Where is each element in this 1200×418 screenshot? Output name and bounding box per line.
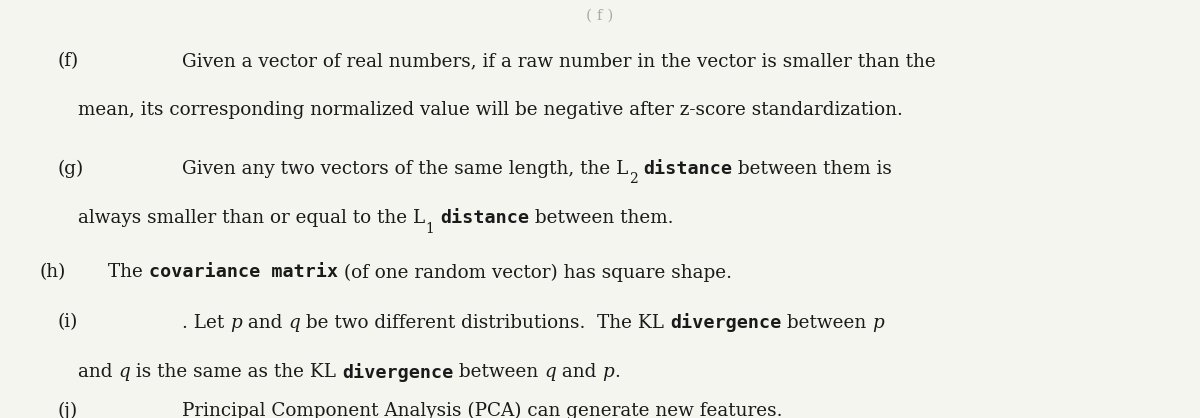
Text: . Let: . Let — [182, 314, 230, 331]
Text: ( f ): ( f ) — [587, 8, 613, 22]
Text: Given a vector of real numbers, if a raw number in the vector is smaller than th: Given a vector of real numbers, if a raw… — [182, 52, 936, 70]
Text: 2: 2 — [629, 172, 637, 186]
Text: divergence: divergence — [342, 363, 454, 382]
Text: Principal Component Analysis (PCA) can generate new features.: Principal Component Analysis (PCA) can g… — [182, 402, 782, 418]
Text: between: between — [781, 314, 872, 331]
Text: q: q — [288, 314, 300, 331]
Text: p: p — [230, 314, 242, 331]
Text: (h): (h) — [40, 263, 66, 281]
Text: q: q — [545, 363, 556, 381]
Text: is the same as the KL: is the same as the KL — [130, 363, 342, 381]
Text: covariance matrix: covariance matrix — [149, 263, 338, 281]
Text: Given any two vectors of the same length, the L: Given any two vectors of the same length… — [182, 160, 629, 178]
Text: .: . — [614, 363, 620, 381]
Text: distance: distance — [643, 160, 732, 178]
Text: (f): (f) — [58, 52, 79, 70]
Text: and: and — [242, 314, 288, 331]
Text: q: q — [119, 363, 130, 381]
Text: (i): (i) — [58, 314, 78, 331]
Text: mean, its corresponding normalized value will be negative after z-score standard: mean, its corresponding normalized value… — [78, 101, 902, 119]
Text: p: p — [602, 363, 614, 381]
Text: 1: 1 — [425, 222, 434, 235]
Text: and: and — [78, 363, 119, 381]
Text: between them is: between them is — [732, 160, 893, 178]
Text: distance: distance — [440, 209, 529, 227]
Text: be two different distributions.  The KL: be two different distributions. The KL — [300, 314, 670, 331]
Text: always smaller than or equal to the L: always smaller than or equal to the L — [78, 209, 425, 227]
Text: and: and — [556, 363, 602, 381]
Text: (j): (j) — [58, 402, 78, 418]
Text: (g): (g) — [58, 160, 84, 178]
Text: between them.: between them. — [529, 209, 673, 227]
Text: The: The — [108, 263, 149, 281]
Text: (of one random vector) has square shape.: (of one random vector) has square shape. — [338, 263, 732, 282]
Text: p: p — [872, 314, 884, 331]
Text: between: between — [454, 363, 545, 381]
Text: divergence: divergence — [670, 314, 781, 332]
